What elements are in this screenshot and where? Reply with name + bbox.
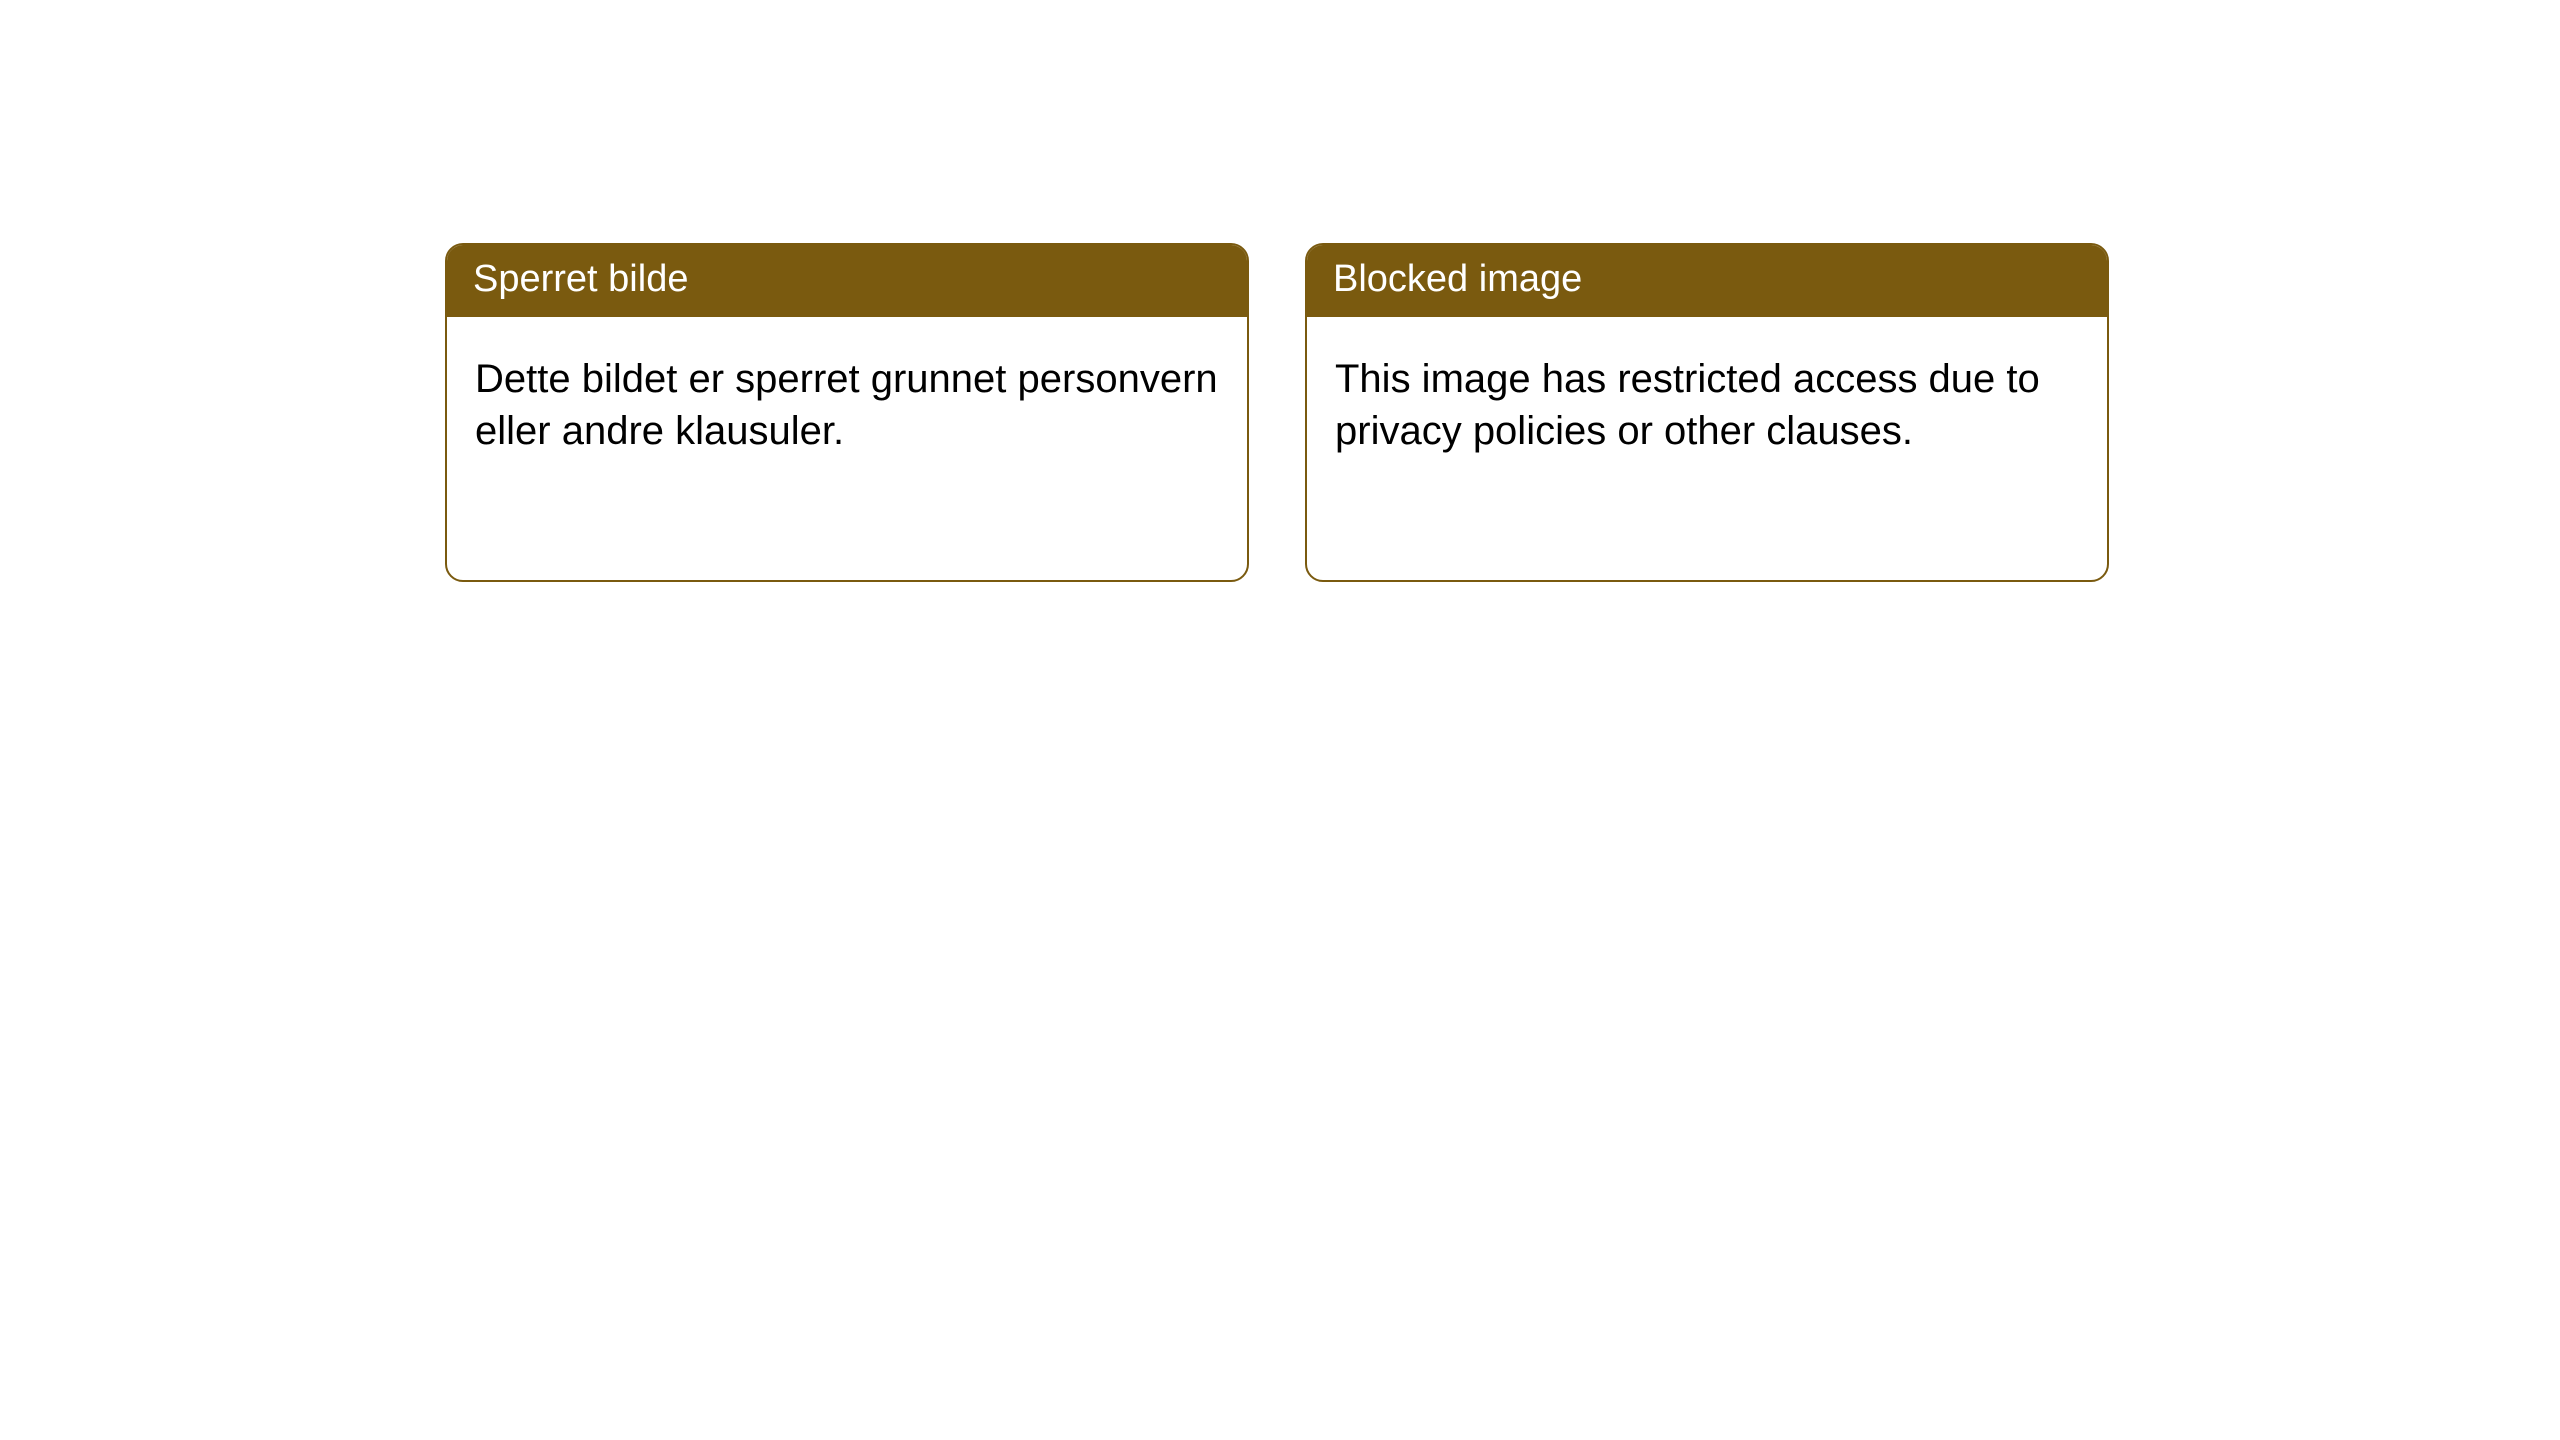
notice-title-english: Blocked image xyxy=(1307,245,2107,317)
notice-container: Sperret bilde Dette bildet er sperret gr… xyxy=(0,0,2560,582)
notice-title-norwegian: Sperret bilde xyxy=(447,245,1247,317)
notice-body-norwegian: Dette bildet er sperret grunnet personve… xyxy=(447,317,1247,487)
notice-card-english: Blocked image This image has restricted … xyxy=(1305,243,2109,582)
notice-body-english: This image has restricted access due to … xyxy=(1307,317,2107,487)
notice-card-norwegian: Sperret bilde Dette bildet er sperret gr… xyxy=(445,243,1249,582)
